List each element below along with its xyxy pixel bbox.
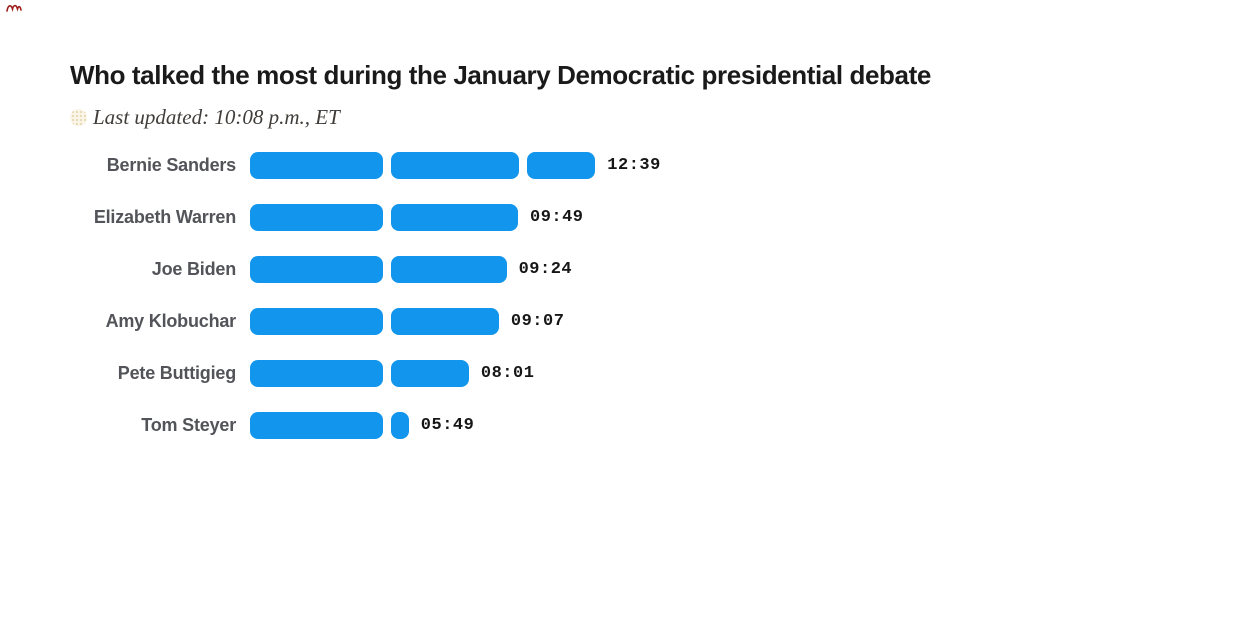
bar-segments: [250, 203, 518, 231]
row-value: 09:24: [518, 259, 573, 279]
bar-segments: [250, 255, 507, 283]
bar-rows: Bernie Sanders 12:39 Elizabeth Warren 09…: [70, 139, 1170, 451]
chart-title: Who talked the most during the January D…: [70, 60, 931, 90]
bar-segment: [390, 151, 519, 179]
bar-row: Elizabeth Warren 09:49: [70, 191, 1170, 243]
bar-segment: [390, 359, 469, 387]
bar-segment: [250, 203, 383, 231]
row-value: 09:49: [530, 207, 584, 227]
row-label: Pete Buttigieg: [117, 362, 236, 383]
row-label: Bernie Sanders: [106, 154, 236, 175]
red-scribble-mark: [6, 4, 22, 13]
pulse-dot-icon: [70, 108, 87, 126]
bar-row: Bernie Sanders 12:39: [70, 139, 1170, 191]
bar-segment: [250, 255, 383, 283]
row-value: 05:49: [420, 415, 475, 435]
row-value: 09:07: [510, 311, 565, 331]
row-label: Tom Steyer: [141, 414, 236, 435]
bar-row: Tom Steyer 05:49: [70, 399, 1170, 451]
row-label: Elizabeth Warren: [93, 206, 236, 227]
bar-segments: [250, 359, 469, 387]
bar-segment: [250, 359, 383, 387]
row-label: Joe Biden: [151, 258, 236, 279]
row-value: 08:01: [480, 363, 535, 383]
bar-segment: [390, 255, 507, 283]
bar-segments: [250, 151, 596, 179]
bar-segment: [390, 307, 499, 335]
last-updated-row: Last updated: 10:08 p.m., ET: [70, 104, 1170, 130]
talk-time-chart: Who talked the most during the January D…: [70, 60, 1170, 451]
bar-segment: [527, 151, 596, 179]
bar-segments: [250, 307, 499, 335]
bar-segment: [250, 411, 383, 439]
row-label: Amy Klobuchar: [105, 310, 237, 331]
bar-segment: [250, 307, 383, 335]
bar-segment: [250, 151, 383, 179]
row-value: 12:39: [607, 155, 661, 175]
bar-segment: [390, 411, 409, 439]
bar-row: Amy Klobuchar 09:07: [70, 295, 1170, 347]
bar-segments: [250, 411, 409, 439]
bar-row: Joe Biden 09:24: [70, 243, 1170, 295]
last-updated-text: Last updated: 10:08 p.m., ET: [93, 104, 340, 129]
bar-segment: [390, 203, 518, 231]
bar-row: Pete Buttigieg 08:01: [70, 347, 1170, 399]
